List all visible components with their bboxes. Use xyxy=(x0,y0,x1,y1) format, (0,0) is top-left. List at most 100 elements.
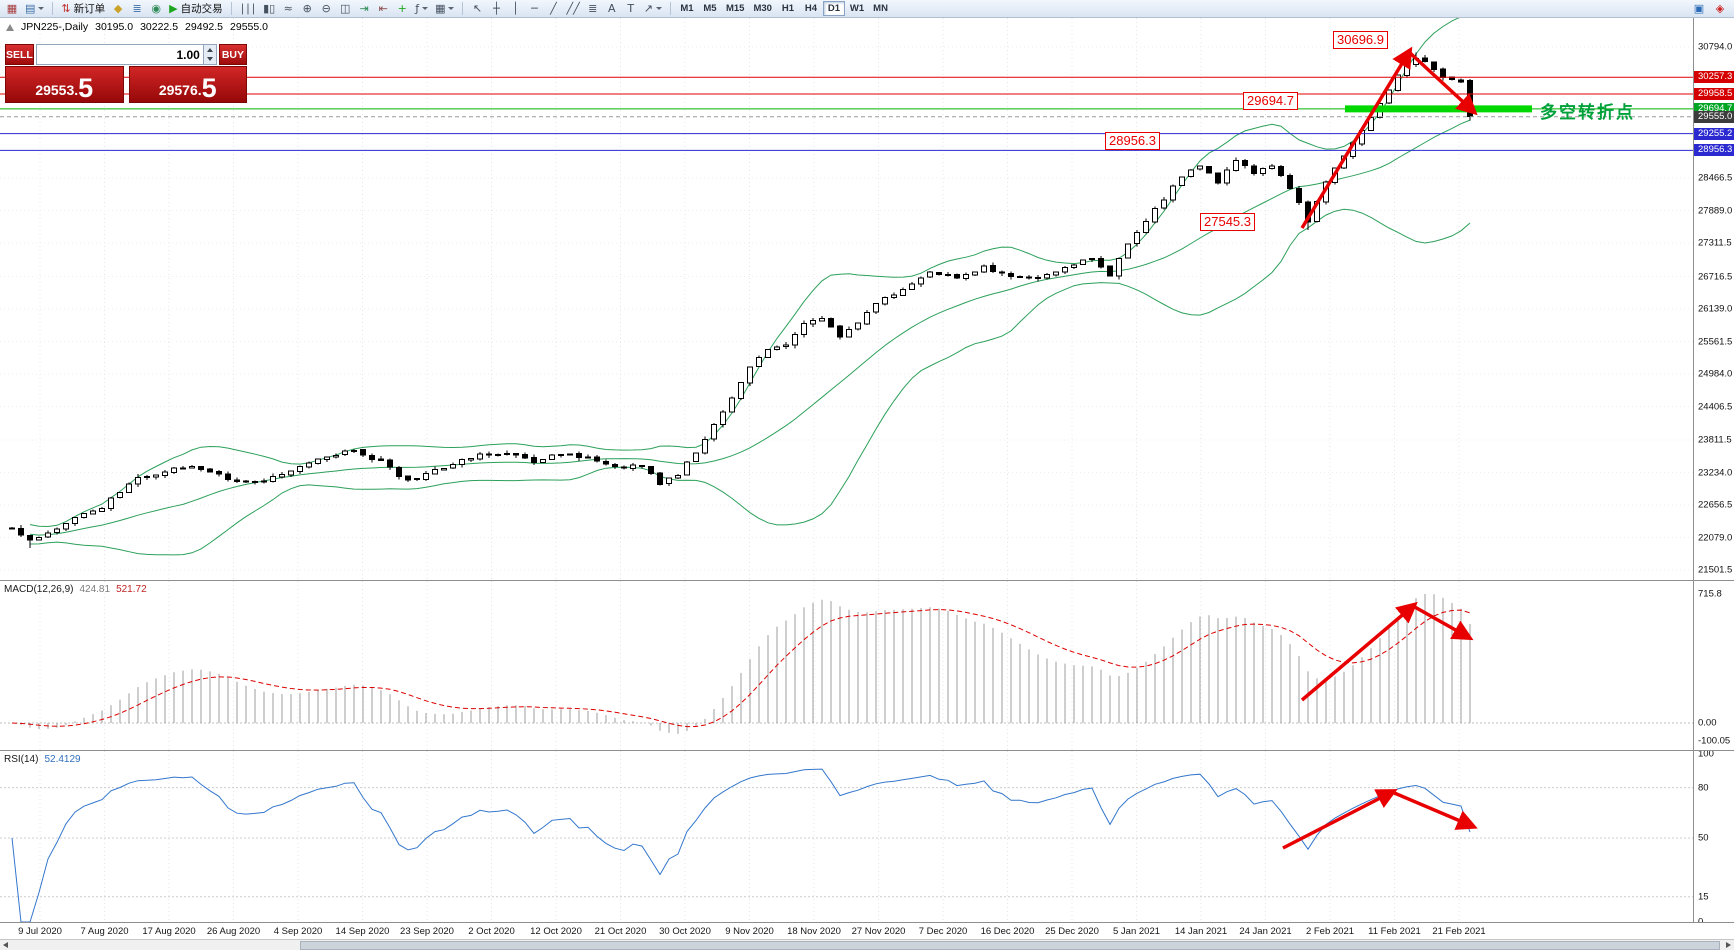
trend-arrow-main-down[interactable] xyxy=(1407,50,1478,116)
trend-line-button[interactable]: ╱ xyxy=(544,1,562,17)
time-scale-axis[interactable]: 9 Jul 2020 7 Aug 2020 17 Aug 2020 26 Aug 20… xyxy=(0,923,1734,939)
zoom-out-icon: ⊖ xyxy=(321,2,331,15)
crosshair-button[interactable]: ┼ xyxy=(487,1,505,17)
buy-price-button[interactable]: 29576. 5 xyxy=(128,66,247,103)
price-callout[interactable]: 30696.9 xyxy=(1333,31,1388,49)
bar-chart-icon: ∣∣∣ xyxy=(239,2,257,15)
trend-arrow-rsi-up[interactable] xyxy=(1282,789,1398,850)
toolbar-right-icons: ▣ ◈ xyxy=(1690,1,1731,17)
volume-down-button[interactable] xyxy=(203,54,216,64)
autotrading-button[interactable]: ▶ 自动交易 xyxy=(166,1,225,17)
price-tick-label: 27889.0 xyxy=(1698,205,1733,216)
time-axis-label: 21 Feb 2021 xyxy=(1432,926,1486,937)
rsi-canvas[interactable] xyxy=(0,751,1693,922)
volume-up-button[interactable] xyxy=(203,45,216,55)
indicator-list-button[interactable]: ƒ xyxy=(412,1,431,17)
timeframe-m5-button[interactable]: M5 xyxy=(703,3,717,14)
auto-scroll-button[interactable]: ⇥ xyxy=(355,1,373,17)
scroll-left-icon[interactable] xyxy=(3,942,8,948)
timeframe-d1-button[interactable]: D1 xyxy=(822,1,845,16)
chart-window: JPN225-,Daily 30195.0 30222.5 29492.5 29… xyxy=(0,18,1734,950)
bar-chart-button[interactable]: ∣∣∣ xyxy=(237,1,260,17)
cursor-button[interactable]: ↖ xyxy=(468,1,486,17)
trend-arrow-macd-down[interactable] xyxy=(1412,604,1474,641)
vertical-line-button[interactable]: │ xyxy=(506,1,524,17)
arrows-tool-button[interactable]: ↗ xyxy=(641,1,665,17)
metaeditor-button[interactable]: ◆ xyxy=(109,1,127,17)
macd-indicator-label: MACD(12,26,9) 424.81 521.72 xyxy=(4,584,147,595)
zoom-out-button[interactable]: ⊖ xyxy=(317,1,335,17)
macd-scale-label: 715.8 xyxy=(1698,588,1722,600)
text-button[interactable]: A xyxy=(603,1,621,17)
community-button[interactable]: ▣ xyxy=(1690,1,1708,17)
templates-button[interactable]: ▦ xyxy=(432,1,457,17)
one-click-collapse-toggle-icon[interactable] xyxy=(6,23,14,31)
rsi-line[interactable] xyxy=(11,768,1471,922)
indicators-button[interactable]: + xyxy=(393,1,411,17)
macd-canvas[interactable] xyxy=(0,581,1693,750)
timeframe-w1-button[interactable]: W1 xyxy=(849,3,865,14)
scrollbar-thumb[interactable] xyxy=(300,941,1720,950)
autotrading-icon: ▶ xyxy=(169,2,178,15)
auto-scroll-icon: ⇥ xyxy=(359,2,369,15)
time-axis-label: 4 Sep 2020 xyxy=(273,926,323,937)
price-tick-label: 25561.5 xyxy=(1698,336,1733,347)
dropdown-arrow-icon xyxy=(38,7,45,10)
pane-resize-handle-macd[interactable] xyxy=(0,580,1734,581)
price-tick-label: 23234.0 xyxy=(1698,467,1733,478)
dropdown-arrow-icon xyxy=(422,7,429,10)
timeframe-h4-button[interactable]: H4 xyxy=(804,3,817,14)
timeframe-m1-button[interactable]: M1 xyxy=(680,3,694,14)
rsi-scale-label: 80 xyxy=(1698,782,1709,794)
profiles-button[interactable]: ▤ xyxy=(22,1,47,17)
equidistant-channel-button[interactable]: ╱╱ xyxy=(563,1,582,17)
price-callout[interactable]: 28956.3 xyxy=(1105,132,1160,150)
price-chart-canvas[interactable] xyxy=(0,18,1693,580)
price-callout[interactable]: 29694.7 xyxy=(1243,92,1298,110)
time-axis-label: 26 Aug 2020 xyxy=(206,926,261,937)
buy-button[interactable]: BUY xyxy=(218,44,247,65)
volume-input[interactable] xyxy=(36,45,203,64)
market-watch-button[interactable]: ◉ xyxy=(147,1,165,17)
time-axis-divider xyxy=(0,922,1734,923)
line-chart-button[interactable]: ≈ xyxy=(279,1,297,17)
price-tick-label: 23811.5 xyxy=(1698,434,1732,446)
sell-price-button[interactable]: 29553. 5 xyxy=(5,66,124,103)
zoom-in-icon: ⊕ xyxy=(302,2,312,15)
price-scale-axis[interactable]: 30794.0 28466.5 27889.0 27311.5 26716.5 26139… xyxy=(1693,18,1734,928)
scroll-right-icon[interactable] xyxy=(1726,942,1731,948)
symbol-name: JPN225-,Daily xyxy=(21,21,89,33)
price-tick-label: 21501.5 xyxy=(1698,564,1733,576)
new-chart-button[interactable]: ▦ xyxy=(3,1,21,17)
macd-signal-line[interactable] xyxy=(11,609,1471,728)
new-order-button[interactable]: ⇅ 新订单 xyxy=(58,1,108,17)
price-callout[interactable]: 27545.3 xyxy=(1200,213,1255,231)
trend-arrow-main-up[interactable] xyxy=(1300,46,1413,229)
timeframe-h1-button[interactable]: H1 xyxy=(781,3,794,14)
fibonacci-button[interactable]: ≣ xyxy=(584,1,602,17)
timeframe-m15-button[interactable]: M15 xyxy=(725,3,745,14)
time-axis-label: 9 Nov 2020 xyxy=(725,926,774,937)
horizontal-line-button[interactable]: ─ xyxy=(525,1,543,17)
text-label-button[interactable]: T xyxy=(622,1,640,17)
pivot-note[interactable]: 多空转折点 xyxy=(1540,103,1635,122)
ohlc-high: 30222.5 xyxy=(140,21,179,33)
pane-resize-handle-rsi[interactable] xyxy=(0,750,1734,751)
trend-arrow-rsi-down[interactable] xyxy=(1391,790,1478,830)
sell-button[interactable]: SELL xyxy=(5,44,34,65)
timeframe-mn-button[interactable]: MN xyxy=(873,3,888,14)
timeframe-m30-button[interactable]: M30 xyxy=(753,3,772,14)
time-axis-label: 14 Jan 2021 xyxy=(1174,926,1228,937)
live-support-button[interactable]: ◈ xyxy=(1711,1,1729,17)
chart-shift-button[interactable]: ⇤ xyxy=(374,1,392,17)
zoom-in-button[interactable]: ⊕ xyxy=(298,1,316,17)
tile-windows-button[interactable]: ◫ xyxy=(336,1,354,17)
trend-arrow-macd-up[interactable] xyxy=(1300,601,1418,702)
toolbar-separator xyxy=(52,2,54,15)
candlestick-chart-button[interactable]: ▮▯ xyxy=(260,1,278,17)
time-axis-label: 25 Dec 2020 xyxy=(1045,926,1099,937)
bollinger-lower-band[interactable] xyxy=(29,208,1471,556)
terminal-journal-button[interactable]: ≣ xyxy=(128,1,146,17)
time-axis-label: 9 Jul 2020 xyxy=(18,926,62,937)
tile-windows-icon: ◫ xyxy=(340,2,351,15)
